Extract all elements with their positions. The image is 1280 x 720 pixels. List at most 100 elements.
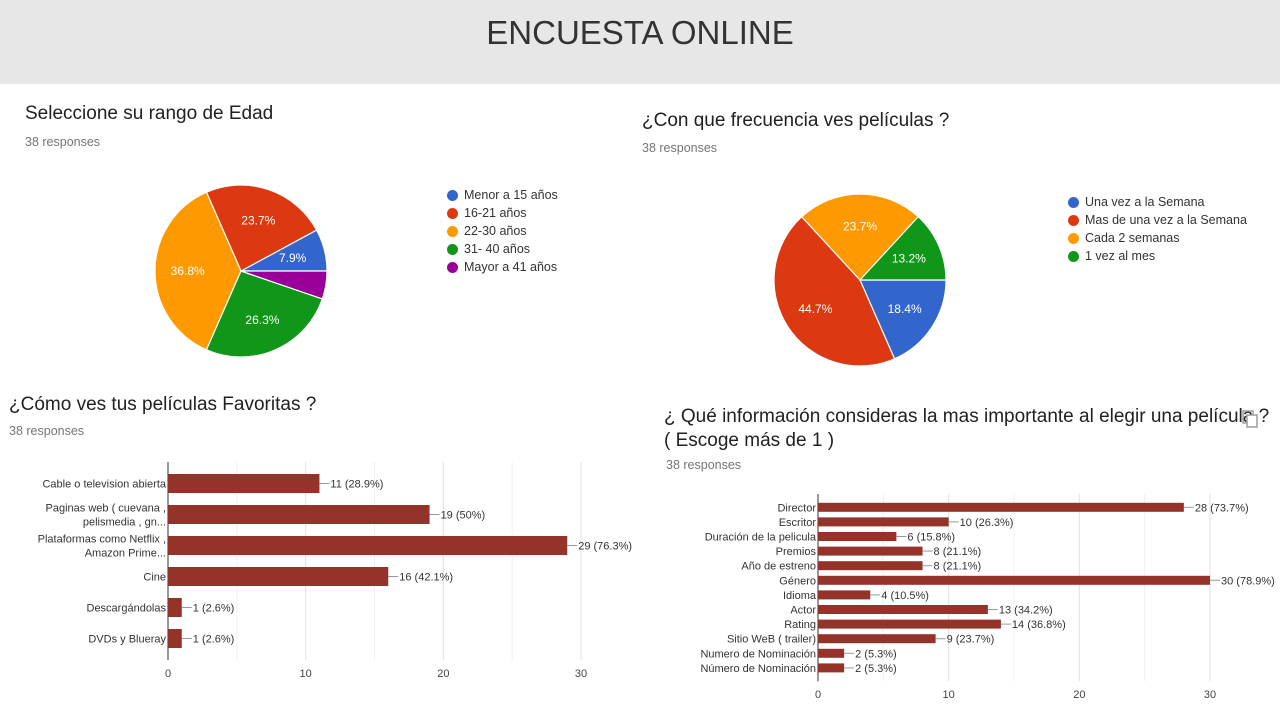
- pie-slice: [858, 215, 947, 281]
- legend-label: Mas de una vez a la Semana: [1085, 213, 1247, 227]
- bar: [168, 567, 389, 586]
- bar: [818, 590, 871, 600]
- pie-slice-label: 7.9%: [279, 251, 307, 265]
- category-label: Descargándolas: [87, 603, 167, 615]
- pie-slice-label: 26.3%: [245, 313, 279, 327]
- legend-label: Menor a 15 años: [464, 188, 558, 202]
- pie-slice: [154, 191, 242, 351]
- bar-value-label: 19 (50%): [441, 510, 486, 522]
- bar: [818, 634, 936, 644]
- x-tick-label: 10: [943, 689, 955, 700]
- category-label: Escritor: [779, 517, 817, 529]
- page-title: ENCUESTA ONLINE: [486, 14, 794, 51]
- bar-value-label: 2 (5.3%): [855, 663, 897, 675]
- x-tick-label: 0: [165, 668, 171, 680]
- pie-slice: [205, 270, 324, 358]
- category-label: Director: [777, 502, 816, 514]
- legend-label: Una vez a la Semana: [1085, 195, 1205, 209]
- pie-slice-label: 23.7%: [241, 214, 275, 228]
- bar-value-label: 6 (15.8%): [907, 532, 955, 544]
- bar: [168, 536, 568, 555]
- legend-swatch: [447, 243, 458, 255]
- legend-item: 22-30 años: [447, 222, 558, 240]
- frequency-chart-responses: 38 responses: [642, 141, 718, 155]
- bar-value-label: 4 (10.5%): [881, 590, 929, 602]
- legend-item: Menor a 15 años: [447, 186, 558, 204]
- category-label: Género: [779, 575, 816, 587]
- category-label: Rating: [784, 619, 816, 631]
- watch-method-chart-responses: 38 responses: [9, 424, 85, 438]
- bar: [168, 505, 430, 524]
- category-label: Cable o television abierta: [42, 479, 166, 491]
- frequency-legend: Una vez a la Semana Mas de una vez a la S…: [1068, 193, 1247, 265]
- legend-item: Una vez a la Semana: [1068, 193, 1247, 211]
- pie-slice: [205, 184, 318, 272]
- legend-item: 16-21 años: [447, 204, 558, 222]
- pie-slice-label: 23.7%: [843, 220, 877, 234]
- pie-slice-label: 18.4%: [888, 302, 922, 316]
- legend-item: 1 vez al mes: [1068, 247, 1247, 265]
- frequency-chart-title: ¿Con que frecuencia ves películas ?: [642, 110, 950, 131]
- bar-value-label: 11 (28.9%): [330, 479, 383, 491]
- bar-value-label: 1 (2.6%): [193, 634, 235, 646]
- bar: [818, 605, 988, 614]
- bar: [818, 575, 1210, 585]
- bar: [168, 474, 320, 493]
- age-pie-chart: 7.9% 23.7% 36.8% 26.3%: [154, 184, 328, 358]
- legend-item: Mas de una vez a la Semana: [1068, 211, 1247, 229]
- bar-value-label: 28 (73.7%): [1195, 502, 1249, 514]
- category-label: Número de Nominación: [700, 663, 816, 675]
- age-chart-title: Seleccione su rango de Edad: [25, 103, 274, 124]
- bar: [818, 619, 1001, 629]
- legend-swatch: [1068, 196, 1079, 208]
- legend-item: Cada 2 semanas: [1068, 229, 1247, 247]
- x-tick-label: 10: [300, 668, 312, 680]
- category-label: Cine: [143, 572, 166, 584]
- category-label: Premios: [776, 546, 817, 558]
- info-chart-responses: 38 responses: [666, 458, 742, 472]
- legend-label: Mayor a 41 años: [464, 260, 558, 274]
- bar-value-label: 1 (2.6%): [193, 603, 235, 615]
- legend-swatch: [1068, 232, 1079, 244]
- pie-slice: [859, 279, 947, 360]
- category-label: DVDs y Blueray: [88, 634, 166, 646]
- pie-slice: [800, 193, 920, 281]
- legend-swatch: [1068, 214, 1079, 226]
- x-tick-label: 0: [815, 689, 821, 700]
- category-label: Idioma: [783, 590, 817, 602]
- category-label: Año de estreno: [741, 561, 816, 573]
- legend-item: 31- 40 años: [447, 240, 558, 258]
- bar-value-label: 14 (36.8%): [1012, 619, 1066, 631]
- category-label: Numero de Nominación: [700, 648, 816, 660]
- category-label: Sitio WeB ( trailer): [727, 634, 816, 646]
- bar: [818, 532, 897, 541]
- pie-slice-label: 13.2%: [892, 252, 926, 266]
- x-tick-label: 20: [437, 668, 449, 680]
- bar: [818, 517, 949, 527]
- info-chart-title-line1: ¿ Qué información consideras la mas impo…: [664, 406, 1270, 427]
- bar: [818, 546, 923, 556]
- legend-swatch: [447, 261, 458, 273]
- legend-swatch: [1068, 250, 1079, 262]
- legend-label: 31- 40 años: [464, 242, 531, 256]
- category-label: Paginas web ( cuevana , pelismedia , gn..…: [46, 503, 166, 529]
- x-tick-label: 30: [575, 668, 587, 680]
- bar: [818, 648, 845, 658]
- copy-chart-icon[interactable]: [1242, 410, 1258, 433]
- bar: [818, 502, 1184, 512]
- bar-value-label: 2 (5.3%): [855, 648, 897, 660]
- bar: [168, 598, 182, 617]
- category-label: Duración de la pelicula: [705, 532, 817, 544]
- frequency-pie-chart: 18.4% 44.7% 23.7% 13.2%: [773, 193, 947, 367]
- pie-slice: [773, 215, 896, 367]
- age-legend: Menor a 15 años 16-21 años 22-30 años 31- 4…: [447, 186, 558, 276]
- pie-slice-label: 44.7%: [798, 302, 832, 316]
- legend-item: Mayor a 41 años: [447, 258, 558, 276]
- x-tick-label: 20: [1073, 689, 1085, 700]
- pie-slice-label: 36.8%: [171, 264, 205, 278]
- legend-swatch: [447, 189, 458, 201]
- watch-method-chart-title: ¿Cómo ves tus películas Favoritas ?: [9, 394, 317, 415]
- bar-value-label: 8 (21.1%): [934, 546, 982, 558]
- x-tick-label: 30: [1204, 689, 1216, 700]
- legend-label: 22-30 años: [464, 224, 527, 238]
